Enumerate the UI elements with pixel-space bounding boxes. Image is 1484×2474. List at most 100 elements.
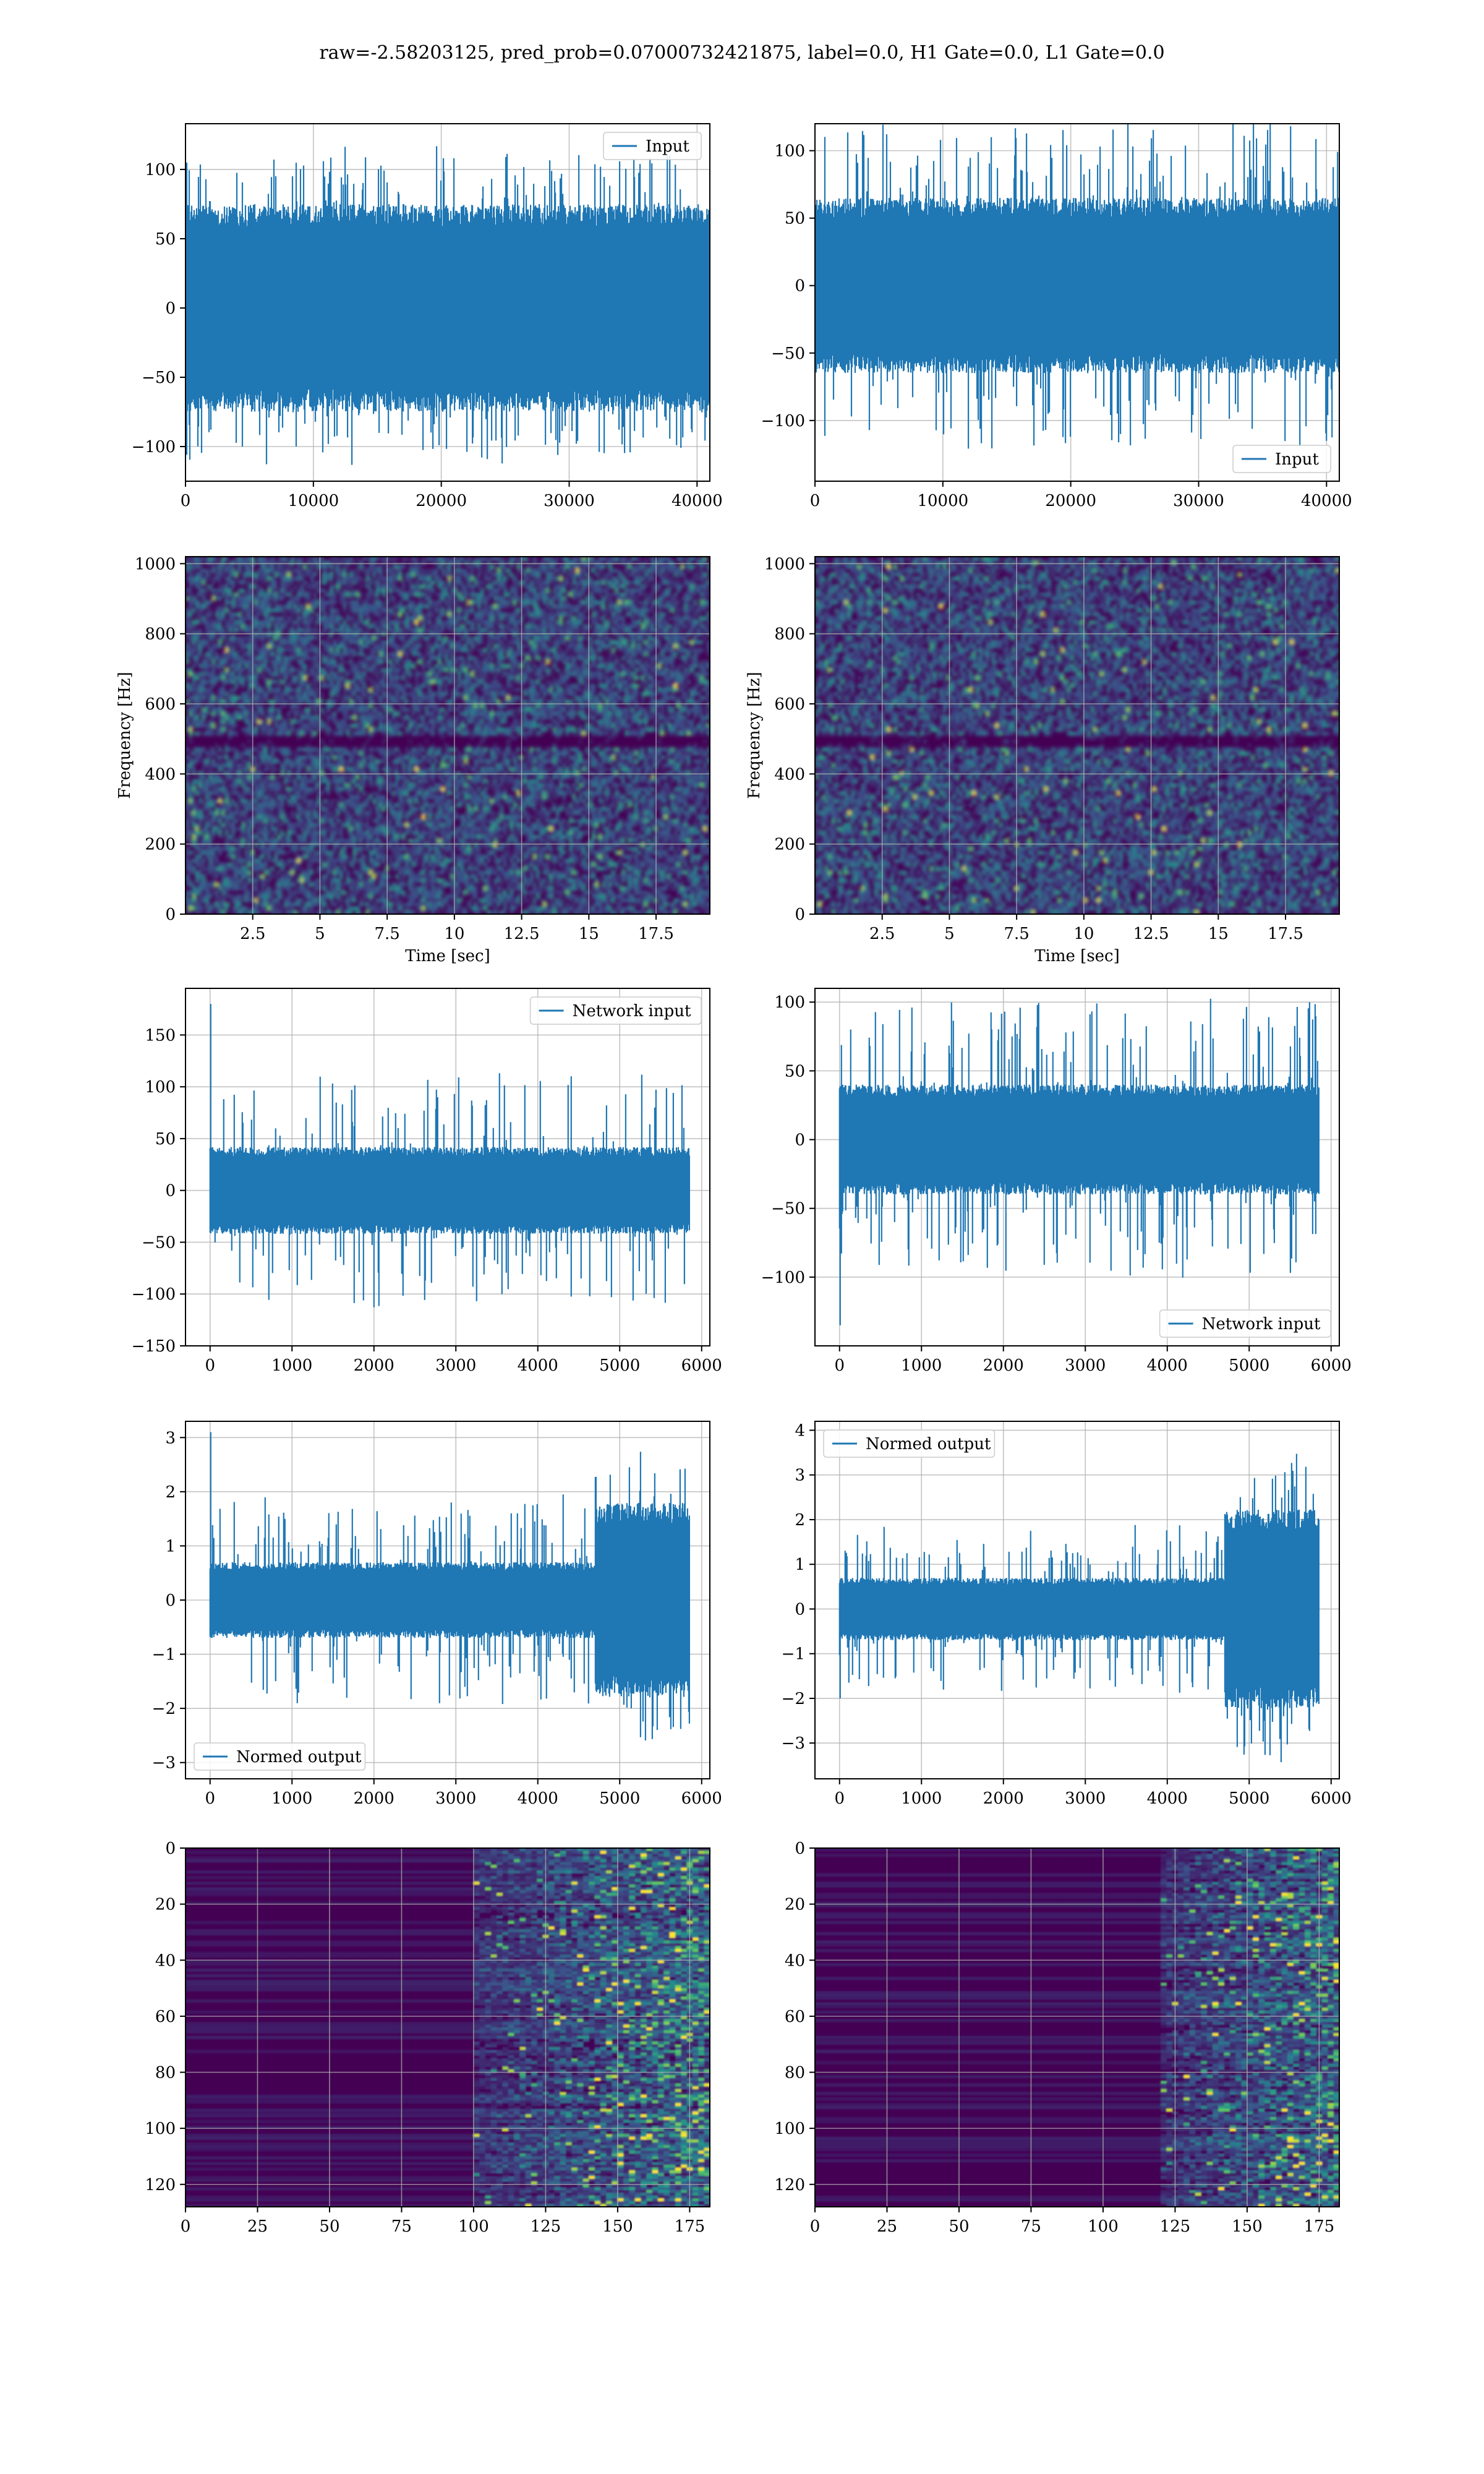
series-trace xyxy=(838,998,1320,1325)
x-tick-label: 1000 xyxy=(271,1356,312,1375)
x-tick-label: 3000 xyxy=(1065,1356,1106,1375)
y-tick-label: 200 xyxy=(774,836,805,854)
x-tick-label: 5000 xyxy=(599,1356,640,1375)
x-tick-label: 40000 xyxy=(1301,492,1352,510)
feature-map-image xyxy=(186,1848,710,2207)
chart-input-right: 0 10000 20000 30000 40000 −100 −50 0 50 100 Input xyxy=(761,123,1352,510)
y-tick-label: 0 xyxy=(165,1591,176,1610)
series-line xyxy=(186,146,710,465)
y-tick-label: 20 xyxy=(785,1896,805,1914)
y-tick-label: 100 xyxy=(145,161,176,179)
x-tick-label: 50 xyxy=(949,2217,969,2236)
chart-spectrogram-right: 2.5 5 7.5 10 12.5 15 17.5 0 200 400 600 800 1000 Time… xyxy=(745,555,1340,965)
legend-label: Input xyxy=(1275,450,1319,469)
x-tick-label: 0 xyxy=(834,1789,845,1808)
axes-frame xyxy=(185,1847,710,2207)
y-tick-label: 0 xyxy=(165,905,176,924)
legend-label: Input xyxy=(646,137,689,156)
y-tick-label: −100 xyxy=(132,438,176,456)
series-line xyxy=(209,1004,690,1308)
x-tick-label: 0 xyxy=(205,1789,215,1808)
y-tick-label: 40 xyxy=(785,1951,805,1970)
legend: Normed output xyxy=(194,1742,366,1771)
y-tick-label: −100 xyxy=(761,1269,805,1287)
x-tick-label: 175 xyxy=(675,2217,706,2236)
x-tick-label: 2000 xyxy=(354,1356,394,1375)
chart-normed-output-right: 0 1000 2000 3000 4000 5000 6000 −3 −2 −1 0 1 2 3 4 Norm… xyxy=(782,1421,1352,1808)
y-tick-label: 3 xyxy=(165,1429,176,1447)
y-tick-label: 100 xyxy=(145,2120,176,2138)
y-tick-label: 120 xyxy=(774,2176,805,2194)
x-tick-label: 3000 xyxy=(435,1789,476,1808)
x-tick-label: 10000 xyxy=(288,492,339,510)
axes-frame xyxy=(185,556,710,915)
x-tick-label: 17.5 xyxy=(638,925,674,943)
x-tick-label: 20000 xyxy=(416,492,467,510)
y-tick-label: 600 xyxy=(774,695,805,714)
x-tick-label: 150 xyxy=(602,2217,633,2236)
y-tick-label: −50 xyxy=(142,1233,176,1252)
x-tick-label: 1000 xyxy=(901,1356,942,1375)
x-tick-label: 25 xyxy=(247,2217,268,2236)
y-tick-label: −2 xyxy=(782,1690,805,1708)
legend-label: Normed output xyxy=(236,1748,362,1766)
legend: Input xyxy=(1232,445,1331,473)
series-trace xyxy=(209,1432,690,1740)
x-tick-label: 0 xyxy=(205,1356,215,1375)
series-trace xyxy=(815,124,1339,449)
y-tick-label: −1 xyxy=(782,1645,805,1664)
y-tick-label: −50 xyxy=(771,345,805,363)
y-tick-label: 200 xyxy=(145,836,176,854)
y-tick-label: −50 xyxy=(771,1200,805,1218)
axes-frame xyxy=(814,123,1340,482)
series-trace xyxy=(186,146,710,465)
x-tick-label: 3000 xyxy=(435,1356,476,1375)
y-tick-label: 60 xyxy=(155,2008,176,2026)
axes-frame xyxy=(814,556,1340,915)
x-tick-label: 75 xyxy=(391,2217,412,2236)
x-tick-label: 40000 xyxy=(672,492,723,510)
x-tick-label: 0 xyxy=(181,492,191,510)
y-tick-label: 600 xyxy=(145,695,176,714)
axes-frame xyxy=(814,988,1340,1346)
spectrogram-image xyxy=(186,557,710,914)
y-tick-label: 0 xyxy=(795,1131,805,1150)
legend-box xyxy=(603,132,702,160)
series-line xyxy=(209,1432,690,1740)
x-tick-label: 0 xyxy=(810,492,821,510)
y-tick-label: 100 xyxy=(774,993,805,1012)
x-tick-label: 25 xyxy=(877,2217,897,2236)
y-tick-label: 1 xyxy=(795,1556,805,1574)
series-trace xyxy=(838,1453,1320,1763)
x-tick-label: 15 xyxy=(579,925,599,943)
y-tick-label: 50 xyxy=(155,230,176,249)
y-tick-label: 0 xyxy=(795,1600,805,1619)
y-axis-label: Frequency [Hz] xyxy=(745,672,764,799)
series-line xyxy=(838,998,1320,1325)
y-tick-label: 120 xyxy=(145,2176,176,2194)
x-tick-label: 0 xyxy=(834,1356,845,1375)
y-tick-label: 400 xyxy=(774,765,805,784)
spectrogram-image xyxy=(815,557,1339,914)
chart-normed-output-left: 0 1000 2000 3000 4000 5000 6000 −3 −2 −1 0 1 2 3 Norme… xyxy=(152,1421,722,1808)
legend-label: Network input xyxy=(1202,1315,1321,1333)
x-tick-label: 1000 xyxy=(901,1789,942,1808)
y-tick-label: −3 xyxy=(782,1734,805,1753)
x-tick-label: 4000 xyxy=(1147,1356,1188,1375)
chart-feature-map-left: 0 25 50 75 100 125 150 175 0 20 40 60 80 100 120 xyxy=(145,1839,710,2236)
y-tick-label: −50 xyxy=(142,369,176,387)
y-tick-label: −2 xyxy=(152,1700,176,1718)
x-tick-label: 20000 xyxy=(1045,492,1096,510)
legend: Input xyxy=(603,132,702,160)
x-tick-label: 4000 xyxy=(1147,1789,1188,1808)
chart-network-input-right: 0 1000 2000 3000 4000 5000 6000 −100 −50 0 50 100 Ne… xyxy=(761,988,1352,1375)
y-tick-label: 100 xyxy=(145,1078,176,1097)
y-tick-label: 60 xyxy=(785,2008,805,2026)
y-tick-label: 2 xyxy=(165,1483,176,1502)
x-tick-label: 125 xyxy=(1160,2217,1191,2236)
x-tick-label: 0 xyxy=(181,2217,191,2236)
x-tick-label: 12.5 xyxy=(504,925,540,943)
x-tick-label: 5000 xyxy=(599,1789,640,1808)
x-tick-label: 6000 xyxy=(1311,1789,1352,1808)
